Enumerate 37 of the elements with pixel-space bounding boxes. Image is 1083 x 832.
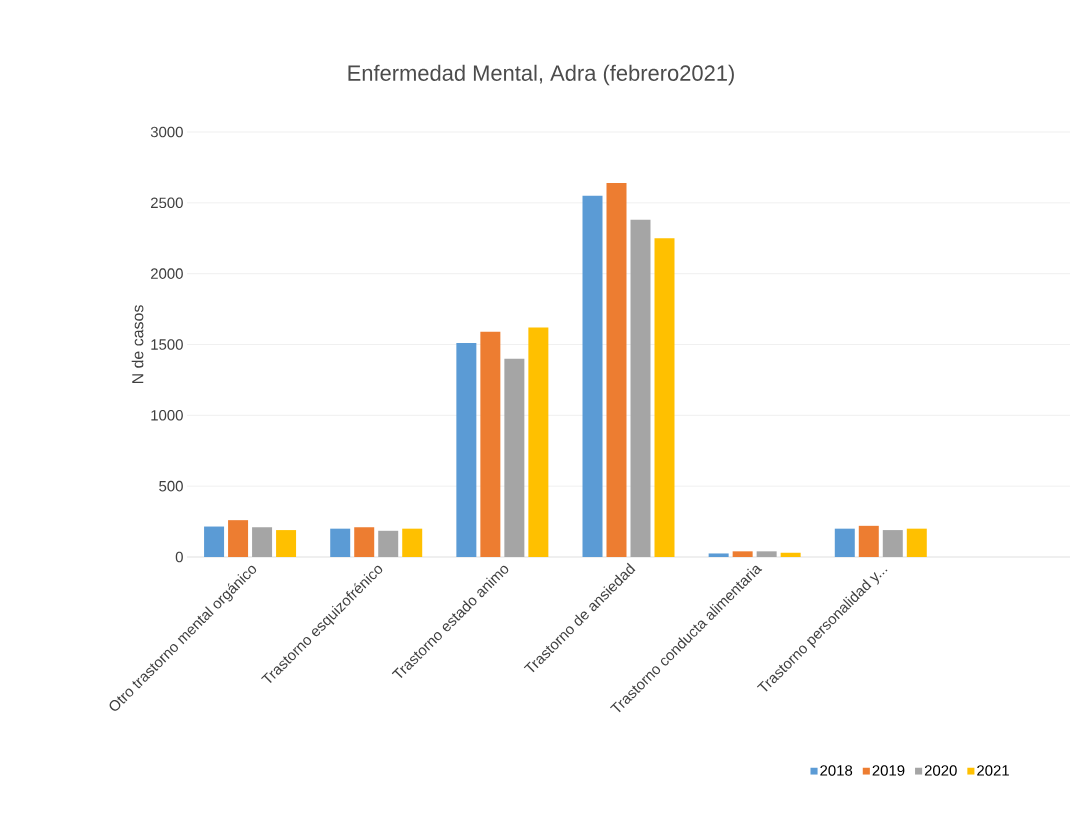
bar [582,195,603,557]
bar [276,530,297,557]
y-tick-label: 2500 [150,197,183,209]
bar [330,528,351,557]
chart-title: Enfermedad Mental, Adra (febrero2021) [348,64,734,86]
bar [606,183,627,557]
y-axis-title: N de casos [131,305,144,384]
bar [204,526,225,557]
bar [480,331,501,557]
bar [528,327,549,557]
y-tick-label: 1000 [151,410,183,421]
bar [780,552,801,557]
legend-label: 2019 [872,765,905,776]
bar [654,238,675,557]
legend-label: 2018 [820,765,853,776]
bar [252,527,273,557]
bar [402,528,423,557]
y-tick-label: 0 [175,551,183,563]
legend-label: 2021 [977,765,1009,776]
legend-label: 2020 [924,765,957,776]
y-tick-label: 2000 [150,268,183,279]
y-tick-label: 3000 [150,126,183,138]
bar [756,551,777,557]
bar [630,219,651,557]
bar [834,528,855,557]
bar [504,358,525,557]
bar [354,527,375,557]
bar [228,520,249,557]
bar [906,528,927,557]
bar [858,525,879,557]
bar [378,530,399,557]
bar [732,551,753,557]
bar [708,553,729,557]
y-tick-label: 500 [159,480,183,492]
y-tick-label: 1500 [151,339,183,350]
bar [456,343,477,557]
bar [882,530,903,557]
